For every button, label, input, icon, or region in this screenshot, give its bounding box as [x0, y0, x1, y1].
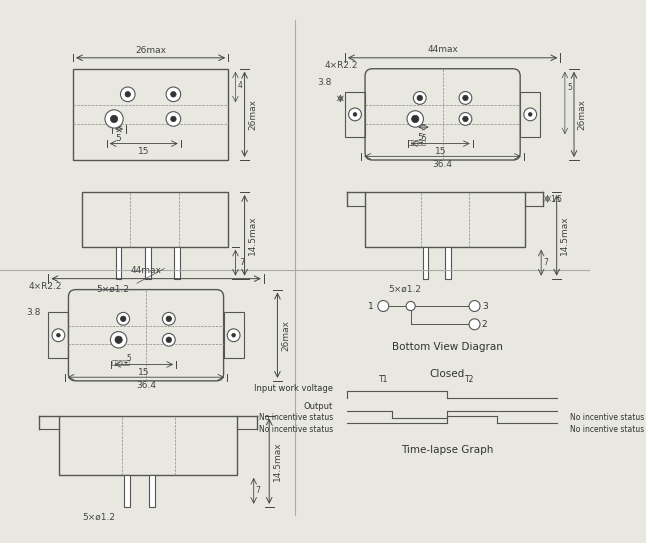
Circle shape: [232, 333, 235, 337]
Bar: [520, 92, 540, 137]
Text: 26max: 26max: [135, 46, 166, 55]
Text: 26max: 26max: [248, 99, 257, 130]
Text: 3.8: 3.8: [26, 308, 41, 317]
Text: T2: T2: [465, 375, 475, 383]
Text: Closed: Closed: [430, 369, 464, 380]
Text: Output: Output: [304, 402, 333, 411]
Text: 44max: 44max: [130, 266, 162, 275]
Bar: [145, 247, 151, 279]
Text: 5×ø1.2: 5×ø1.2: [388, 285, 421, 294]
Bar: [124, 475, 130, 507]
Text: 3.8: 3.8: [317, 78, 331, 87]
Text: 5: 5: [417, 132, 422, 142]
Text: 看色绝缘子: 看色绝缘子: [408, 140, 426, 146]
Bar: [224, 312, 244, 358]
Text: 5: 5: [568, 83, 572, 92]
Circle shape: [463, 116, 468, 122]
Circle shape: [125, 92, 130, 97]
Text: 4×R2.2: 4×R2.2: [28, 282, 62, 291]
Text: 26max: 26max: [578, 99, 587, 130]
Circle shape: [166, 337, 172, 343]
Bar: [365, 192, 525, 247]
Text: 15: 15: [435, 147, 446, 156]
Text: _5: _5: [123, 353, 132, 363]
Bar: [174, 247, 180, 279]
Circle shape: [162, 312, 175, 325]
Text: No incentive status: No incentive status: [570, 425, 645, 434]
Text: 7: 7: [239, 258, 245, 267]
Bar: [48, 312, 68, 358]
Text: Time-lapse Graph: Time-lapse Graph: [401, 445, 494, 455]
Circle shape: [166, 87, 181, 102]
Circle shape: [120, 87, 135, 102]
Circle shape: [417, 95, 422, 100]
Circle shape: [469, 301, 480, 312]
Text: 14.5max: 14.5max: [560, 216, 569, 255]
Text: 14.5max: 14.5max: [273, 441, 282, 481]
Circle shape: [105, 110, 123, 128]
Circle shape: [166, 316, 172, 321]
Circle shape: [227, 329, 240, 342]
Bar: [59, 415, 237, 475]
Circle shape: [412, 115, 419, 123]
Text: No incentive status: No incentive status: [259, 413, 333, 422]
Text: 7: 7: [256, 486, 260, 495]
Text: 5×ø1.2: 5×ø1.2: [82, 513, 115, 522]
Circle shape: [469, 319, 480, 330]
Text: No incentive status: No incentive status: [259, 425, 333, 434]
Text: 4: 4: [237, 81, 242, 90]
Bar: [82, 192, 228, 247]
Circle shape: [171, 116, 176, 122]
Circle shape: [463, 95, 468, 100]
Circle shape: [162, 333, 175, 346]
Text: T1: T1: [379, 375, 388, 383]
Text: 2: 2: [482, 320, 488, 329]
Text: 36.4: 36.4: [433, 160, 453, 169]
Text: 3: 3: [482, 301, 488, 311]
Text: 36.4: 36.4: [136, 381, 156, 390]
Bar: [423, 247, 428, 279]
Text: 15: 15: [138, 147, 149, 156]
Text: 14.5max: 14.5max: [248, 216, 257, 255]
Text: No incentive status: No incentive status: [570, 413, 645, 422]
Text: Bottom View Diagran: Bottom View Diagran: [391, 342, 503, 352]
Text: 1: 1: [368, 301, 374, 311]
Bar: [149, 475, 154, 507]
Text: Input work voltage: Input work voltage: [254, 384, 333, 393]
Text: 26max: 26max: [281, 320, 290, 351]
Circle shape: [407, 111, 423, 127]
Circle shape: [378, 301, 389, 312]
Bar: [116, 247, 121, 279]
Circle shape: [349, 108, 361, 121]
Text: 看色绝缘子: 看色绝缘子: [111, 361, 130, 367]
Text: 1.5: 1.5: [550, 195, 562, 204]
Circle shape: [413, 92, 426, 104]
Circle shape: [459, 92, 472, 104]
Text: _5: _5: [418, 132, 427, 142]
Bar: [345, 92, 365, 137]
Circle shape: [57, 333, 60, 337]
Circle shape: [110, 332, 127, 348]
Circle shape: [110, 115, 118, 123]
Circle shape: [120, 316, 126, 321]
Circle shape: [171, 92, 176, 97]
Circle shape: [459, 112, 472, 125]
Text: 4×R2.2: 4×R2.2: [325, 61, 359, 71]
Circle shape: [353, 112, 357, 116]
Circle shape: [524, 108, 537, 121]
Bar: [445, 247, 451, 279]
Text: 44max: 44max: [427, 45, 458, 54]
Circle shape: [117, 312, 130, 325]
Text: 7: 7: [543, 258, 548, 267]
Text: 5×ø1.2: 5×ø1.2: [96, 285, 129, 294]
Text: 15: 15: [138, 368, 149, 377]
Circle shape: [166, 112, 181, 126]
Text: 5: 5: [116, 135, 121, 143]
Circle shape: [115, 336, 122, 343]
Bar: [73, 69, 228, 160]
Circle shape: [406, 301, 415, 311]
Circle shape: [528, 112, 532, 116]
Circle shape: [52, 329, 65, 342]
